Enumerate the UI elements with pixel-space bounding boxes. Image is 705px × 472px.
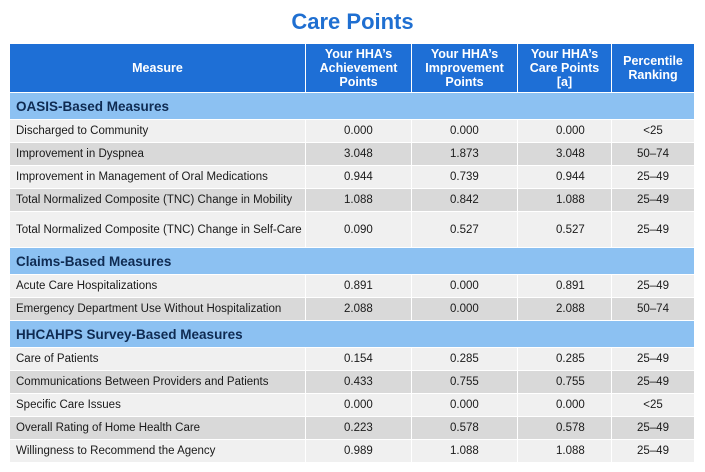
header-achievement-points: Your HHA’s Achievement Points (306, 44, 412, 93)
achievement-cell: 0.891 (306, 275, 412, 298)
table-row: Discharged to Community 0.000 0.000 0.00… (10, 120, 694, 143)
header-improvement-points: Your HHA’s Improvement Points (412, 44, 518, 93)
improvement-cell: 0.527 (412, 212, 518, 248)
measure-cell: Improvement in Dyspnea (10, 143, 306, 166)
percentile-cell: 25–49 (612, 348, 694, 371)
improvement-cell: 0.000 (412, 120, 518, 143)
table-row: Overall Rating of Home Health Care 0.223… (10, 417, 694, 440)
achievement-cell: 3.048 (306, 143, 412, 166)
improvement-cell: 0.000 (412, 394, 518, 417)
measure-cell: Improvement in Management of Oral Medica… (10, 166, 306, 189)
achievement-cell: 0.223 (306, 417, 412, 440)
measure-cell: Overall Rating of Home Health Care (10, 417, 306, 440)
table-row: Improvement in Management of Oral Medica… (10, 166, 694, 189)
achievement-cell: 0.090 (306, 212, 412, 248)
table-header: Measure Your HHA’s Achievement Points Yo… (10, 44, 694, 93)
improvement-cell: 1.088 (412, 440, 518, 463)
achievement-cell: 0.433 (306, 371, 412, 394)
improvement-cell: 0.755 (412, 371, 518, 394)
achievement-cell: 0.000 (306, 120, 412, 143)
measure-cell: Discharged to Community (10, 120, 306, 143)
percentile-cell: <25 (612, 394, 694, 417)
header-percentile-ranking: Percentile Ranking (612, 44, 694, 93)
measure-cell: Total Normalized Composite (TNC) Change … (10, 212, 306, 248)
table-row: Care of Patients 0.154 0.285 0.285 25–49 (10, 348, 694, 371)
improvement-cell: 1.873 (412, 143, 518, 166)
header-care-points: Your HHA’s Care Points [a] (518, 44, 612, 93)
improvement-cell: 0.739 (412, 166, 518, 189)
measure-cell: Care of Patients (10, 348, 306, 371)
percentile-cell: 25–49 (612, 417, 694, 440)
improvement-cell: 0.842 (412, 189, 518, 212)
care-points-cell: 0.000 (518, 394, 612, 417)
percentile-cell: 25–49 (612, 440, 694, 463)
header-row: Measure Your HHA’s Achievement Points Yo… (10, 44, 694, 93)
care-points-table: Measure Your HHA’s Achievement Points Yo… (10, 44, 694, 463)
section-header-hhcahps: HHCAHPS Survey-Based Measures (10, 321, 694, 348)
percentile-cell: 25–49 (612, 371, 694, 394)
improvement-cell: 0.285 (412, 348, 518, 371)
table-row: Specific Care Issues 0.000 0.000 0.000 <… (10, 394, 694, 417)
measure-cell: Willingness to Recommend the Agency (10, 440, 306, 463)
table-body: OASIS-Based Measures Discharged to Commu… (10, 93, 694, 463)
section-label: OASIS-Based Measures (10, 93, 694, 120)
table-row: Willingness to Recommend the Agency 0.98… (10, 440, 694, 463)
header-measure: Measure (10, 44, 306, 93)
measure-cell: Acute Care Hospitalizations (10, 275, 306, 298)
care-points-cell: 3.048 (518, 143, 612, 166)
care-points-cell: 0.944 (518, 166, 612, 189)
achievement-cell: 0.989 (306, 440, 412, 463)
achievement-cell: 1.088 (306, 189, 412, 212)
achievement-cell: 2.088 (306, 298, 412, 321)
care-points-cell: 0.578 (518, 417, 612, 440)
section-header-claims: Claims-Based Measures (10, 248, 694, 275)
section-label: HHCAHPS Survey-Based Measures (10, 321, 694, 348)
table-row: Emergency Department Use Without Hospita… (10, 298, 694, 321)
care-points-cell: 1.088 (518, 189, 612, 212)
improvement-cell: 0.000 (412, 298, 518, 321)
measure-cell: Total Normalized Composite (TNC) Change … (10, 189, 306, 212)
percentile-cell: 50–74 (612, 143, 694, 166)
page-title: Care Points (291, 9, 414, 34)
section-header-oasis: OASIS-Based Measures (10, 93, 694, 120)
table-row: Communications Between Providers and Pat… (10, 371, 694, 394)
care-points-cell: 0.285 (518, 348, 612, 371)
care-points-cell: 0.527 (518, 212, 612, 248)
measure-cell: Emergency Department Use Without Hospita… (10, 298, 306, 321)
percentile-cell: 25–49 (612, 275, 694, 298)
table-row: Total Normalized Composite (TNC) Change … (10, 189, 694, 212)
achievement-cell: 0.154 (306, 348, 412, 371)
percentile-cell: 25–49 (612, 189, 694, 212)
measure-cell: Communications Between Providers and Pat… (10, 371, 306, 394)
percentile-cell: 50–74 (612, 298, 694, 321)
care-points-cell: 1.088 (518, 440, 612, 463)
care-points-cell: 2.088 (518, 298, 612, 321)
care-points-cell: 0.000 (518, 120, 612, 143)
percentile-cell: 25–49 (612, 212, 694, 248)
improvement-cell: 0.000 (412, 275, 518, 298)
improvement-cell: 0.578 (412, 417, 518, 440)
care-points-cell: 0.755 (518, 371, 612, 394)
table-row: Acute Care Hospitalizations 0.891 0.000 … (10, 275, 694, 298)
care-points-cell: 0.891 (518, 275, 612, 298)
achievement-cell: 0.000 (306, 394, 412, 417)
measure-cell: Specific Care Issues (10, 394, 306, 417)
table-row: Total Normalized Composite (TNC) Change … (10, 212, 694, 248)
section-label: Claims-Based Measures (10, 248, 694, 275)
achievement-cell: 0.944 (306, 166, 412, 189)
table-row: Improvement in Dyspnea 3.048 1.873 3.048… (10, 143, 694, 166)
percentile-cell: 25–49 (612, 166, 694, 189)
percentile-cell: <25 (612, 120, 694, 143)
